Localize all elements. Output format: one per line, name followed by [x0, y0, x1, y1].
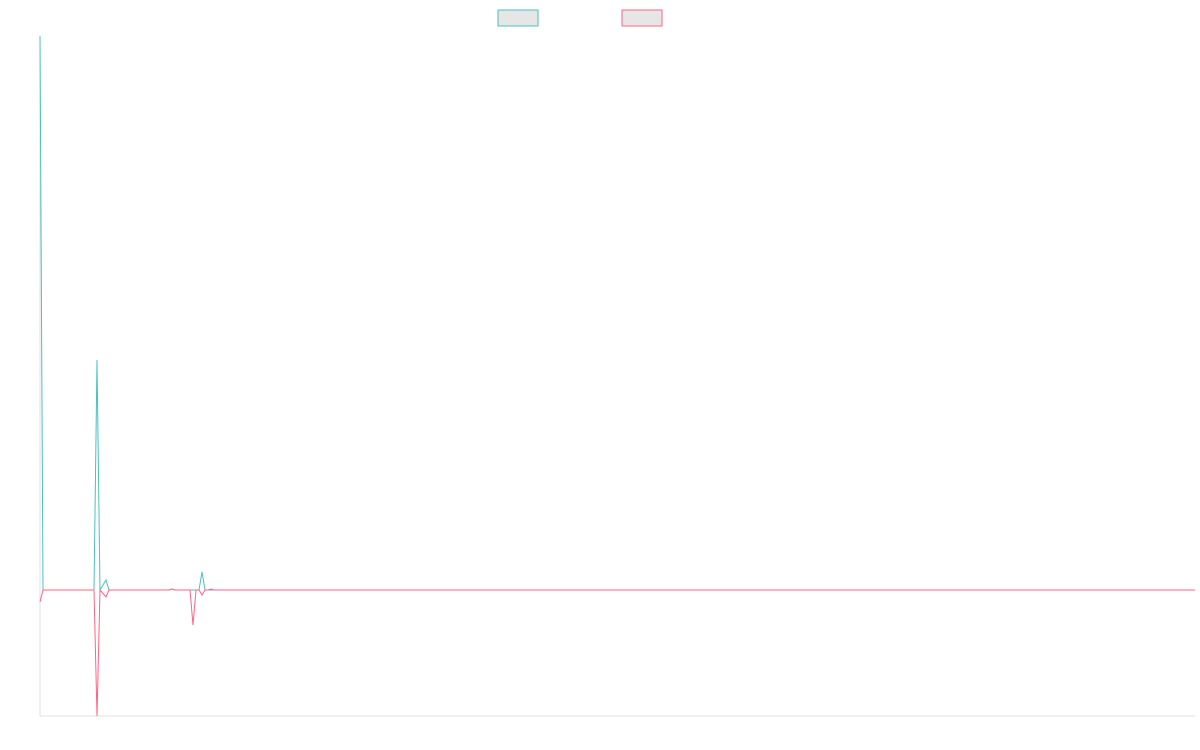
legend-swatch[interactable]: [621, 9, 663, 27]
series-line: [39, 35, 1195, 592]
series-line: [39, 588, 1195, 717]
legend-swatch[interactable]: [497, 9, 539, 27]
